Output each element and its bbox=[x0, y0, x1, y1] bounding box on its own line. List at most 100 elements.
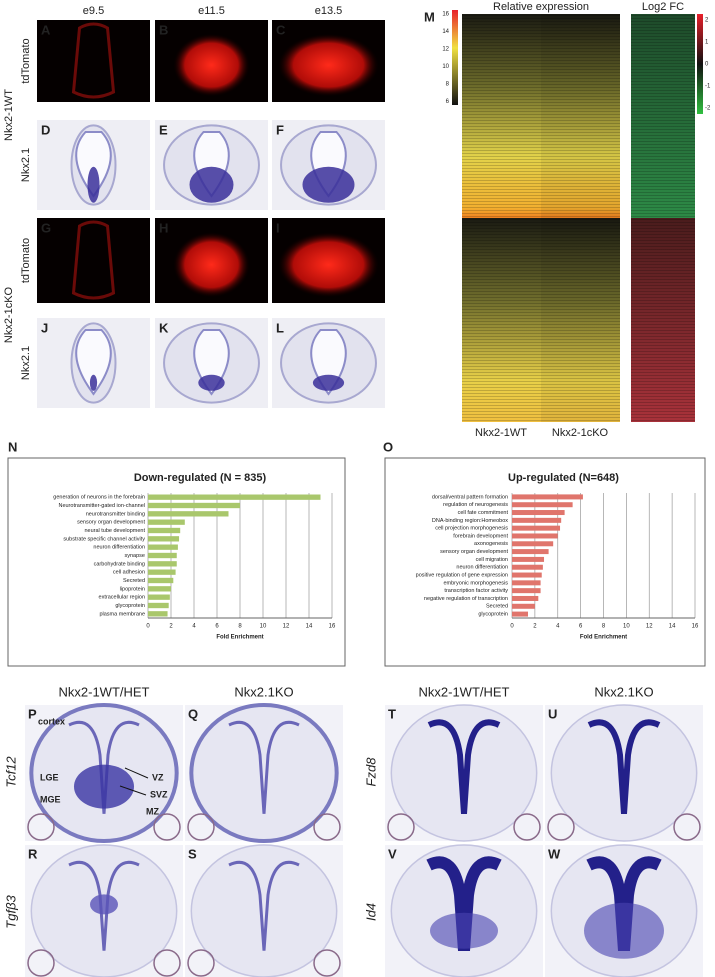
eye bbox=[153, 949, 181, 977]
ventricle bbox=[426, 856, 502, 952]
bar bbox=[148, 611, 168, 617]
column-header: e9.5 bbox=[83, 5, 104, 17]
x-tick-label: 12 bbox=[283, 624, 290, 630]
bar bbox=[512, 525, 561, 531]
colorbar-tick: -2 bbox=[705, 106, 711, 112]
bar bbox=[512, 502, 573, 508]
category-label: Secreted bbox=[123, 578, 145, 584]
x-tick-label: 14 bbox=[306, 624, 313, 630]
eye bbox=[673, 813, 701, 841]
chart-frame bbox=[384, 457, 706, 667]
bar bbox=[148, 502, 240, 509]
eye bbox=[313, 949, 341, 977]
ish-signal bbox=[74, 764, 134, 809]
column-header: Nkx2.1KO bbox=[234, 684, 293, 699]
eye bbox=[513, 813, 541, 841]
colorbar-tick: 6 bbox=[446, 99, 450, 105]
bar bbox=[512, 494, 583, 500]
annotation: SVZ bbox=[150, 789, 168, 799]
x-tick-label: 14 bbox=[669, 624, 676, 630]
panel-letter: O bbox=[383, 439, 393, 454]
gene-label: Id4 bbox=[363, 903, 378, 921]
eye bbox=[27, 949, 55, 977]
colorbar-tick: 16 bbox=[442, 12, 449, 18]
ventricle bbox=[587, 719, 661, 815]
category-label: dorsal/ventral pattern formation bbox=[432, 494, 508, 500]
category-label: neurotransmitter binding bbox=[86, 511, 145, 517]
panel-letter: V bbox=[388, 846, 397, 861]
bar bbox=[148, 594, 170, 600]
ventricle bbox=[75, 329, 112, 396]
genotype-label: Nkx2-1cKO bbox=[3, 286, 15, 343]
ish-signal bbox=[89, 374, 98, 391]
bar bbox=[148, 561, 177, 567]
panel-letter: A bbox=[41, 22, 51, 37]
ish-signal bbox=[430, 912, 498, 949]
stain-label: Nkx2.1 bbox=[20, 346, 32, 380]
panel-letter: L bbox=[276, 320, 284, 335]
category-label: transcription factor activity bbox=[444, 588, 508, 594]
category-label: cell migration bbox=[476, 557, 508, 563]
chart-title: Up-regulated (N=648) bbox=[508, 472, 619, 484]
panel-letter: N bbox=[8, 439, 17, 454]
x-tick-label: 16 bbox=[692, 624, 699, 630]
fluorescence-signal bbox=[278, 232, 379, 298]
panel-letter: R bbox=[28, 846, 38, 861]
category-label: carbohydrate binding bbox=[94, 561, 145, 567]
bar bbox=[512, 595, 539, 601]
ventricle bbox=[68, 860, 140, 951]
category-label: Secreted bbox=[486, 604, 508, 610]
bar bbox=[512, 603, 535, 609]
column-header: Nkx2-1WT/HET bbox=[59, 684, 150, 699]
ish-signal bbox=[302, 166, 355, 203]
category-label: generation of neurons in the forebrain bbox=[53, 495, 145, 501]
ish-signal bbox=[198, 374, 225, 391]
ish-signal bbox=[87, 166, 100, 203]
panel-letter: P bbox=[28, 706, 37, 721]
bar bbox=[512, 572, 542, 578]
x-tick-label: 2 bbox=[169, 624, 173, 630]
category-label: cell projection morphogenesis bbox=[435, 526, 508, 532]
bar bbox=[512, 611, 529, 617]
colorbar-tick: 14 bbox=[442, 29, 449, 35]
stain-label: Nkx2.1 bbox=[20, 148, 32, 182]
bar bbox=[512, 510, 565, 516]
category-label: neural tube development bbox=[84, 528, 145, 534]
eye bbox=[547, 813, 575, 841]
category-label: extracellular region bbox=[99, 595, 145, 601]
x-axis-label: Fold Enrichment bbox=[580, 635, 627, 641]
panel-letter: F bbox=[276, 122, 284, 137]
panel-letter: E bbox=[159, 122, 168, 137]
category-label: negative regulation of transcription bbox=[424, 596, 508, 602]
heatmap-texture bbox=[462, 14, 620, 422]
category-label: glycoprotein bbox=[115, 603, 145, 609]
category-label: neuron differentiation bbox=[93, 545, 145, 551]
x-tick-label: 4 bbox=[192, 624, 196, 630]
ventricle bbox=[427, 719, 501, 815]
fluorescence-image bbox=[37, 20, 150, 102]
category-label: sensory organ development bbox=[77, 520, 145, 526]
bar bbox=[512, 580, 541, 586]
category-label: plasma membrane bbox=[99, 611, 145, 617]
x-tick-label: 10 bbox=[260, 624, 267, 630]
colorbar-tick: -1 bbox=[705, 84, 711, 90]
ventricle bbox=[68, 720, 140, 814]
category-label: cell adhesion bbox=[113, 570, 145, 576]
colorbar-tick: 1 bbox=[705, 40, 709, 46]
x-tick-label: 16 bbox=[329, 624, 336, 630]
bar bbox=[512, 541, 554, 547]
category-label: positive regulation of gene expression bbox=[416, 572, 508, 578]
bar bbox=[148, 552, 177, 559]
brain-section bbox=[189, 703, 339, 843]
fc-texture bbox=[631, 14, 695, 422]
column-header: Nkx2.1KO bbox=[594, 684, 653, 699]
heatmap-column-label: Nkx2-1cKO bbox=[552, 427, 609, 439]
bar bbox=[148, 569, 176, 575]
category-label: cell fate commitment bbox=[458, 510, 509, 516]
panel-letter: T bbox=[388, 706, 396, 721]
fluorescence-signal bbox=[173, 33, 250, 97]
panel-letter: U bbox=[548, 706, 557, 721]
panel-letter: M bbox=[424, 9, 435, 24]
